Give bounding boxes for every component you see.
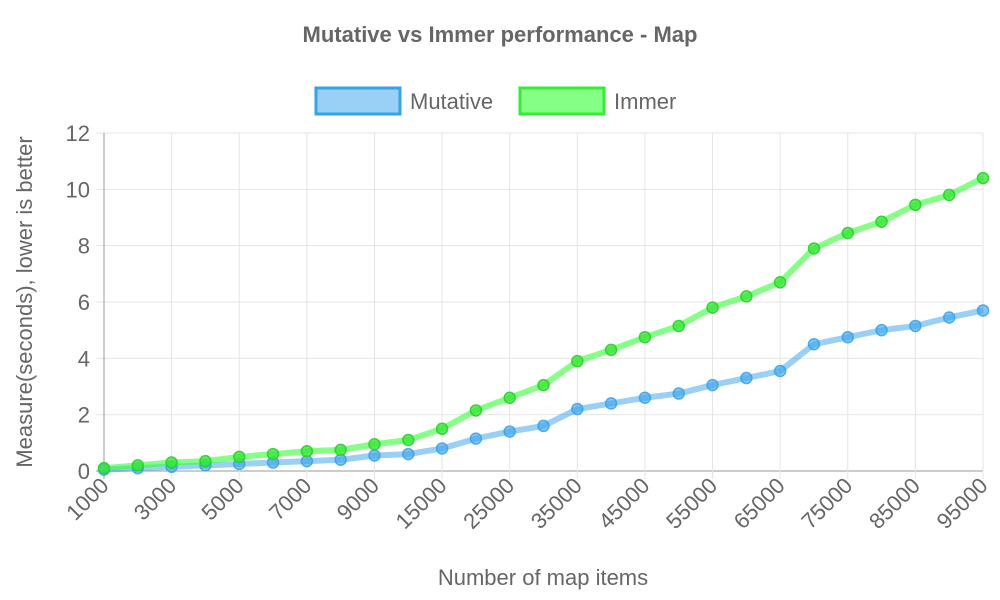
data-point-immer[interactable]	[841, 226, 855, 240]
data-point-immer[interactable]	[773, 276, 787, 289]
data-point-immer[interactable]	[435, 422, 449, 435]
x-axis-ticks: 1000 3000 5000 7000 9000 15000 25000 35000 45000…	[61, 473, 992, 534]
legend-label-immer: Immer	[614, 89, 676, 114]
y-tick-label: 12	[66, 121, 90, 146]
data-point-immer[interactable]	[232, 450, 246, 464]
x-tick-label: 3000	[129, 473, 181, 525]
x-tick-label: 65000	[729, 473, 790, 534]
data-point-immer[interactable]	[199, 454, 212, 468]
legend-item-immer[interactable]: Immer	[518, 86, 676, 116]
data-point-immer[interactable]	[469, 404, 483, 417]
x-tick-label: 25000	[458, 473, 519, 534]
data-point-immer[interactable]	[909, 198, 922, 212]
data-point-mutative[interactable]	[537, 419, 550, 433]
data-point-mutative[interactable]	[604, 397, 618, 410]
y-tick-label: 6	[78, 290, 90, 315]
x-tick-label: 75000	[796, 473, 857, 534]
x-tick-label: 1000	[61, 473, 113, 525]
data-point-immer[interactable]	[368, 437, 381, 451]
y-tick-label: 2	[78, 403, 90, 428]
series-layer	[97, 171, 990, 476]
legend-item-mutative[interactable]: Mutative	[314, 86, 493, 116]
data-point-mutative[interactable]	[435, 442, 449, 455]
x-tick-label: 9000	[332, 473, 384, 525]
x-axis-title: Number of map items	[438, 565, 648, 590]
data-point-immer[interactable]	[131, 459, 145, 472]
y-axis-ticks: 0 2 4 6 8 10 12	[66, 121, 90, 484]
data-point-mutative[interactable]	[942, 311, 956, 324]
data-point-immer[interactable]	[402, 433, 415, 447]
data-point-immer[interactable]	[942, 188, 956, 202]
legend-label-mutative: Mutative	[410, 89, 493, 114]
x-tick-label: 15000	[391, 473, 452, 534]
data-point-mutative[interactable]	[402, 447, 415, 461]
data-point-mutative[interactable]	[706, 378, 719, 392]
data-point-immer[interactable]	[740, 290, 753, 303]
legend-swatch-immer	[518, 86, 606, 116]
chart-title: Mutative vs Immer performance - Map	[303, 22, 698, 47]
x-tick-label: 45000	[594, 473, 655, 534]
x-tick-label: 7000	[264, 473, 316, 525]
data-point-mutative[interactable]	[638, 391, 652, 405]
data-point-mutative[interactable]	[672, 387, 685, 400]
series-immer	[97, 171, 990, 475]
data-point-mutative[interactable]	[773, 364, 787, 378]
data-point-immer[interactable]	[976, 171, 990, 185]
data-point-mutative[interactable]	[807, 338, 821, 351]
x-tick-label: 35000	[526, 473, 587, 534]
data-point-immer[interactable]	[604, 343, 618, 357]
legend: Mutative Immer	[314, 86, 676, 116]
data-point-mutative[interactable]	[368, 449, 381, 462]
data-point-immer[interactable]	[706, 301, 719, 314]
data-point-immer[interactable]	[165, 456, 178, 469]
grid	[96, 132, 984, 479]
data-point-mutative[interactable]	[571, 402, 584, 416]
data-point-immer[interactable]	[266, 447, 280, 461]
x-tick-label: 95000	[932, 473, 993, 534]
data-point-mutative[interactable]	[503, 425, 516, 438]
data-point-immer[interactable]	[537, 378, 550, 392]
x-tick-label: 5000	[196, 473, 248, 525]
data-point-mutative[interactable]	[740, 371, 753, 385]
data-point-immer[interactable]	[638, 330, 652, 344]
data-point-immer[interactable]	[571, 354, 584, 368]
x-tick-label: 55000	[661, 473, 722, 534]
data-point-mutative[interactable]	[976, 304, 990, 317]
y-tick-label: 8	[78, 234, 90, 259]
y-axis-title: Measure(seconds), lower is better	[12, 136, 37, 467]
y-tick-label: 4	[78, 346, 90, 371]
data-point-mutative[interactable]	[875, 323, 888, 337]
legend-swatch-mutative	[314, 86, 402, 116]
data-point-immer[interactable]	[300, 445, 314, 458]
data-point-mutative[interactable]	[909, 319, 922, 333]
x-tick-label: 85000	[864, 473, 925, 534]
y-tick-label: 0	[78, 459, 90, 484]
data-point-immer[interactable]	[807, 242, 821, 255]
data-point-immer[interactable]	[97, 461, 111, 475]
data-point-immer[interactable]	[503, 391, 516, 405]
data-point-mutative[interactable]	[841, 330, 855, 344]
data-point-immer[interactable]	[672, 319, 685, 333]
y-tick-label: 10	[66, 177, 90, 202]
data-point-immer[interactable]	[334, 443, 347, 457]
data-point-mutative[interactable]	[469, 432, 483, 445]
data-point-immer[interactable]	[875, 215, 888, 228]
